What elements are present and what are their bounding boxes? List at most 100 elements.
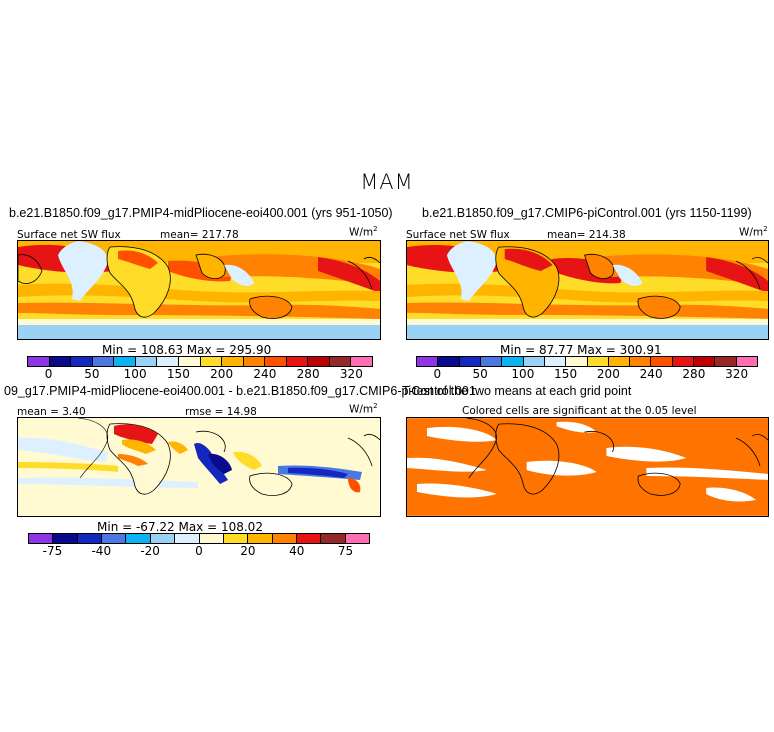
panel1-coast-na bbox=[18, 254, 43, 284]
colorbar-tick-label: 100 bbox=[511, 367, 535, 381]
panel1-title: b.e21.B1850.f09_g17.PMIP4-midPliocene-eo… bbox=[9, 206, 393, 220]
colorbar-swatch bbox=[296, 534, 322, 543]
panel1-mean-label: mean= 217.78 bbox=[160, 229, 239, 241]
colorbar-swatch bbox=[544, 357, 567, 366]
colorbar-tick-label: 0 bbox=[433, 367, 442, 381]
panel1-units: W/m2 bbox=[349, 225, 378, 239]
colorbar-swatch bbox=[286, 357, 309, 366]
panel2-units: W/m2 bbox=[739, 225, 768, 239]
panel3-minmax: Min = -67.22 Max = 108.02 bbox=[97, 520, 263, 534]
colorbar-swatch bbox=[53, 534, 78, 543]
colorbar-swatch bbox=[480, 357, 503, 366]
colorbar-swatch bbox=[92, 357, 115, 366]
panel1-sahara bbox=[118, 250, 158, 269]
colorbar-swatch bbox=[523, 357, 545, 366]
panel2-colorbar bbox=[416, 356, 758, 367]
panel1-pacific-red bbox=[318, 257, 380, 293]
colorbar-tick-label: 280 bbox=[296, 367, 320, 381]
panel3-colorbar bbox=[28, 533, 370, 544]
panel2-title: b.e21.B1850.f09_g17.CMIP6-piControl.001 … bbox=[422, 206, 752, 220]
panel1-australia bbox=[249, 295, 293, 319]
colorbar-swatch bbox=[114, 357, 136, 366]
colorbar-swatch bbox=[49, 357, 72, 366]
panel1-southern-ocean bbox=[18, 325, 380, 339]
colorbar-swatch bbox=[157, 357, 179, 366]
panel2-map bbox=[406, 240, 769, 340]
colorbar-swatch bbox=[566, 357, 588, 366]
panel2-map-svg bbox=[407, 241, 768, 339]
colorbar-swatch bbox=[126, 534, 151, 543]
panel3-map-svg bbox=[18, 418, 380, 516]
colorbar-swatch bbox=[329, 357, 352, 366]
panel1-minmax: Min = 108.63 Max = 295.90 bbox=[102, 343, 272, 357]
colorbar-swatch bbox=[199, 534, 224, 543]
colorbar-tick-label: 75 bbox=[337, 544, 354, 558]
colorbar-swatch bbox=[102, 534, 127, 543]
colorbar-tick-label: 150 bbox=[554, 367, 578, 381]
colorbar-tick-label: 50 bbox=[472, 367, 488, 381]
colorbar-swatch bbox=[321, 534, 346, 543]
colorbar-swatch bbox=[630, 357, 652, 366]
colorbar-tick-label: -40 bbox=[91, 544, 112, 558]
colorbar-swatch bbox=[28, 357, 50, 366]
panel4-map-svg bbox=[407, 418, 768, 516]
colorbar-tick-label: 100 bbox=[123, 367, 147, 381]
colorbar-swatch bbox=[223, 534, 249, 543]
colorbar-tick-label: 40 bbox=[289, 544, 305, 558]
panel1-india bbox=[195, 253, 226, 279]
panel2-variable-label: Surface net SW flux bbox=[406, 229, 510, 241]
panel4-title: T-test of the two means at each grid poi… bbox=[402, 384, 632, 398]
panel2-minmax: Min = 87.77 Max = 300.91 bbox=[500, 343, 662, 357]
panel4-map bbox=[406, 417, 769, 517]
colorbar-tick-label: -75 bbox=[42, 544, 63, 558]
colorbar-tick-label: 240 bbox=[253, 367, 277, 381]
colorbar-swatch bbox=[736, 357, 757, 366]
colorbar-tick-label: 320 bbox=[339, 367, 363, 381]
panel1-map-svg bbox=[18, 241, 380, 339]
colorbar-swatch bbox=[672, 357, 695, 366]
colorbar-swatch bbox=[178, 357, 201, 366]
colorbar-swatch bbox=[459, 357, 481, 366]
panel3-rmse-label: rmse = 14.98 bbox=[185, 406, 257, 418]
colorbar-swatch bbox=[150, 534, 176, 543]
panel1-south-america-cloud bbox=[58, 241, 108, 301]
colorbar-swatch bbox=[694, 357, 716, 366]
colorbar-tick-label: -20 bbox=[140, 544, 160, 558]
panel4-subtitle: Colored cells are significant at the 0.0… bbox=[462, 405, 697, 417]
panel3-mean-label: mean = 3.40 bbox=[17, 406, 86, 418]
panel1-itcz bbox=[18, 283, 380, 303]
colorbar-tick-label: 280 bbox=[682, 367, 706, 381]
colorbar-swatch bbox=[135, 357, 158, 366]
colorbar-tick-label: 200 bbox=[596, 367, 620, 381]
panel2-mean-label: mean= 214.38 bbox=[547, 229, 626, 241]
panel1-maritime-cloud bbox=[224, 264, 254, 286]
colorbar-swatch bbox=[222, 357, 244, 366]
panel3-title: 09_g17.PMIP4-midPliocene-eoi400.001 - b.… bbox=[4, 384, 476, 398]
colorbar-swatch bbox=[243, 357, 266, 366]
colorbar-swatch bbox=[438, 357, 460, 366]
colorbar-swatch bbox=[308, 357, 330, 366]
panel3-map bbox=[17, 417, 381, 517]
colorbar-tick-label: 320 bbox=[725, 367, 749, 381]
colorbar-swatch bbox=[272, 534, 297, 543]
colorbar-tick-label: 150 bbox=[166, 367, 190, 381]
colorbar-swatch bbox=[608, 357, 631, 366]
colorbar-swatch bbox=[71, 357, 93, 366]
panel1-variable-label: Surface net SW flux bbox=[17, 229, 121, 241]
panel1-map bbox=[17, 240, 381, 340]
panel3-units: W/m2 bbox=[349, 402, 378, 416]
panel1-colorbar bbox=[27, 356, 373, 367]
colorbar-tick-label: 20 bbox=[240, 544, 256, 558]
colorbar-tick-label: 0 bbox=[44, 367, 53, 381]
panel1-coast-americas bbox=[347, 256, 380, 290]
colorbar-swatch bbox=[502, 357, 524, 366]
colorbar-tick-label: 50 bbox=[84, 367, 100, 381]
colorbar-swatch bbox=[417, 357, 439, 366]
colorbar-swatch bbox=[175, 534, 200, 543]
panel1-south-pale bbox=[18, 319, 380, 327]
colorbar-swatch bbox=[351, 357, 372, 366]
colorbar-tick-label: 0 bbox=[195, 544, 203, 558]
colorbar-swatch bbox=[587, 357, 609, 366]
colorbar-swatch bbox=[715, 357, 737, 366]
colorbar-swatch bbox=[29, 534, 54, 543]
